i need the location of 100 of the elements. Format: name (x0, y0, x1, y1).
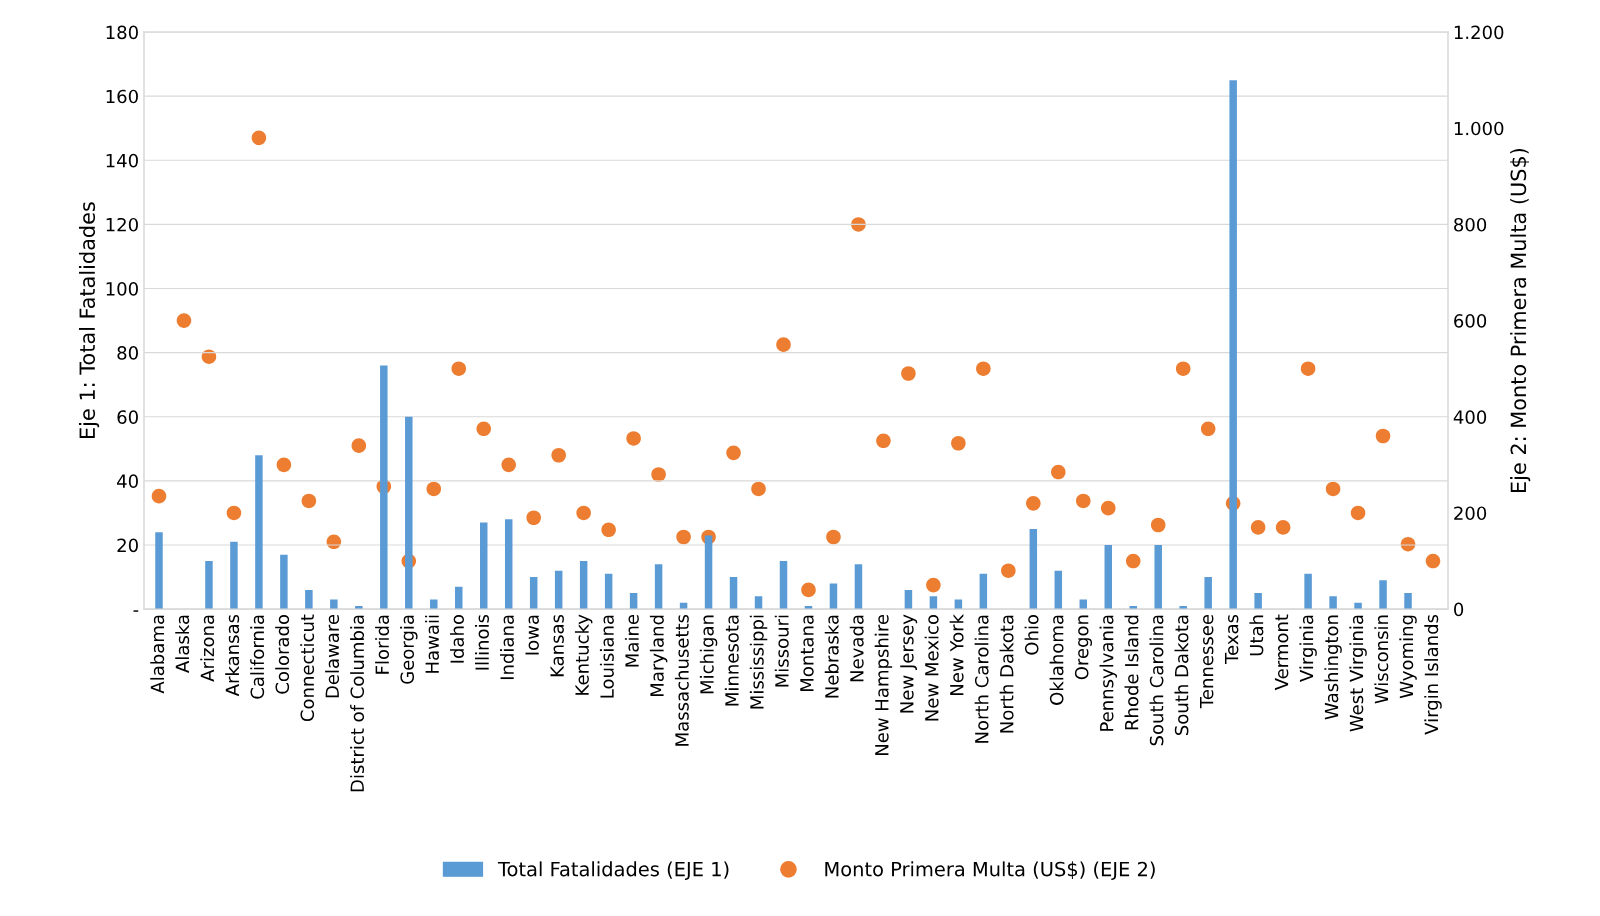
bar (205, 561, 213, 610)
x-tick-label: Nevada (849, 615, 864, 682)
x-tick-label: North Carolina (974, 615, 989, 743)
y-tick-label: 40 (117, 474, 138, 489)
bar (579, 561, 588, 610)
x-tick-label: Florida (375, 615, 390, 674)
bar (554, 570, 563, 610)
point (676, 529, 691, 545)
point (1125, 553, 1141, 569)
bar (604, 573, 613, 610)
y-tick-label: 60 (117, 410, 138, 424)
point (501, 457, 516, 473)
bar (729, 577, 738, 610)
bar (654, 564, 663, 610)
x-tick-label: Indiana (499, 615, 514, 680)
point (976, 361, 991, 376)
bar (1154, 545, 1162, 610)
x-tick-label: Washington (1324, 615, 1342, 720)
bar (1104, 545, 1113, 610)
x-tick-label: Kansas (550, 614, 564, 677)
x-tick-label: District of Columbia (350, 615, 365, 792)
y2-tick-label: 1.200 (1454, 25, 1504, 40)
y2-tick-label: 200 (1454, 506, 1487, 521)
point (176, 313, 192, 328)
point (1051, 464, 1066, 480)
x-tick-label: Louisiana (599, 615, 614, 698)
bar (1404, 593, 1412, 610)
point (1100, 500, 1116, 516)
legend-label: Monto Primera Multa (US$) (EJE 2) (825, 861, 1155, 881)
point (526, 510, 541, 526)
point (226, 505, 242, 521)
point (426, 481, 442, 497)
point (1350, 505, 1366, 521)
y2-axis-title: Eje 2: Monto Primera Multa (US$) (1510, 148, 1531, 492)
point (1200, 421, 1216, 437)
y-tick-label: 20 (117, 538, 138, 553)
point (1175, 361, 1191, 376)
bar (479, 522, 488, 610)
point (1425, 553, 1441, 569)
bar (255, 455, 263, 610)
bar (280, 554, 288, 610)
y-tick-label: 100 (106, 282, 138, 296)
point (751, 481, 766, 497)
x-tick-label: South Carolina (1149, 615, 1164, 746)
y-tick-label: 140 (106, 153, 138, 168)
y2-tick-label: 0 (1454, 602, 1464, 617)
x-tick-label: Wisconsin (1374, 615, 1389, 704)
point (1325, 481, 1341, 497)
x-tick-label: Minnesota (724, 615, 739, 706)
point (826, 529, 841, 545)
point (1001, 563, 1016, 578)
x-tick-label: Virgin Islands (1424, 614, 1442, 735)
x-tick-label: Wyoming (1399, 615, 1417, 699)
point (351, 438, 367, 453)
x-tick-label: Utah (1249, 615, 1264, 656)
x-tick-label: Idaho (450, 614, 464, 663)
x-tick-label: Connecticut (300, 614, 315, 722)
x-tick-label: Maryland (649, 615, 668, 696)
bar (1029, 528, 1038, 610)
bar (979, 573, 988, 610)
point (551, 447, 566, 463)
y-tick-label: 120 (106, 217, 138, 232)
x-tick-label: Michigan (699, 615, 718, 694)
y2-tick-label: 600 (1454, 314, 1487, 328)
x-tick-label: Kentucky (574, 614, 593, 695)
x-tick-label: New Jersey (900, 614, 918, 713)
x-tick-label: Vermont (1274, 614, 1289, 691)
x-tick-label: Virginia (1299, 615, 1317, 682)
x-tick-label: Pennsylvania (1099, 615, 1117, 731)
bar (529, 577, 538, 610)
point (1026, 496, 1041, 511)
point (1150, 517, 1166, 533)
bar (1229, 80, 1237, 610)
bar (455, 586, 463, 610)
x-tick-label: Missouri (774, 615, 789, 687)
x-tick-label: Alabama (150, 615, 165, 694)
point (926, 577, 941, 593)
point (1250, 520, 1266, 535)
point (151, 488, 167, 504)
x-tick-label: Arkansas (225, 614, 240, 697)
bar (1204, 577, 1212, 610)
y-tick-label: 160 (106, 89, 138, 104)
x-tick-label: West Virginia (1349, 615, 1367, 732)
x-tick-label: California (250, 615, 265, 699)
x-tick-label: Mississippi (749, 615, 768, 709)
y-tick-label: 180 (106, 25, 138, 40)
bar (854, 564, 863, 610)
x-tick-label: Maine (624, 614, 639, 667)
point (1300, 361, 1316, 376)
bar (405, 416, 413, 610)
x-tick-label: Colorado (275, 614, 290, 694)
bar (1254, 593, 1262, 610)
bar (829, 583, 838, 610)
bar (779, 561, 788, 610)
point (251, 130, 267, 146)
point (476, 421, 492, 437)
y-tick-label: - (133, 610, 139, 612)
bar (380, 365, 388, 610)
x-tick-label: New Mexico (924, 614, 939, 721)
bar (704, 535, 713, 610)
